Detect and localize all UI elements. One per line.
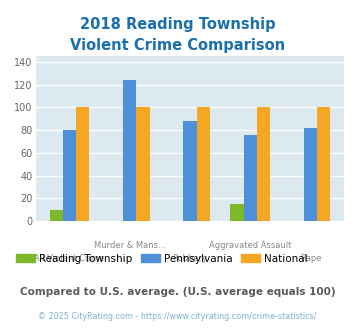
Text: Murder & Mans...: Murder & Mans...	[94, 241, 166, 249]
Bar	[244, 135, 257, 221]
Bar	[304, 128, 317, 221]
Bar	[50, 210, 63, 221]
Bar	[76, 107, 89, 221]
Text: Aggravated Assault: Aggravated Assault	[209, 241, 291, 249]
Bar	[123, 80, 136, 221]
Bar	[136, 107, 149, 221]
Text: 2018 Reading Township
Violent Crime Comparison: 2018 Reading Township Violent Crime Comp…	[70, 16, 285, 53]
Bar	[63, 130, 76, 221]
Bar	[230, 204, 244, 221]
Bar	[317, 107, 330, 221]
Text: Rape: Rape	[300, 254, 321, 263]
Text: All Violent Crime: All Violent Crime	[34, 254, 104, 263]
Bar	[257, 107, 270, 221]
Bar	[197, 107, 210, 221]
Text: Robbery: Robbery	[173, 254, 207, 263]
Text: Compared to U.S. average. (U.S. average equals 100): Compared to U.S. average. (U.S. average …	[20, 287, 335, 297]
Legend: Reading Township, Pennsylvania, National: Reading Township, Pennsylvania, National	[12, 249, 312, 268]
Text: © 2025 CityRating.com - https://www.cityrating.com/crime-statistics/: © 2025 CityRating.com - https://www.city…	[38, 312, 317, 321]
Bar	[183, 121, 197, 221]
